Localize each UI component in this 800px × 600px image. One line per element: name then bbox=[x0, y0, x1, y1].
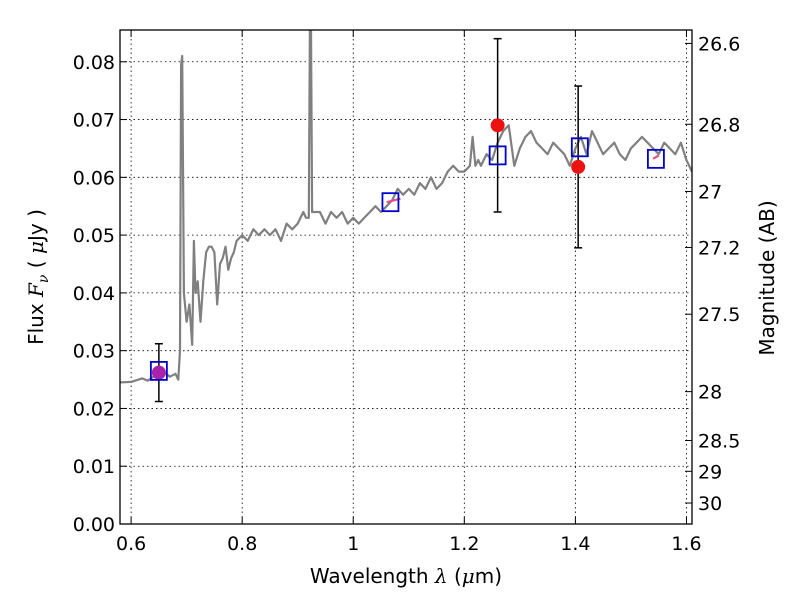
y2-tick-label: 28.5 bbox=[698, 430, 740, 452]
x-tick-label: 0.6 bbox=[116, 533, 146, 555]
axis-ticks: 0.6 0.8 1 1.2 1.4 1.6 0.00 0.01 0.02 0.03 0.04 0.05… bbox=[73, 30, 740, 555]
plot-area bbox=[120, 30, 692, 403]
y2-tick-label: 27 bbox=[698, 182, 722, 204]
y2-axis-label: Magnitude (AB) bbox=[755, 200, 779, 355]
y-tick-label: 0.04 bbox=[73, 283, 115, 305]
y-tick-label: 0.01 bbox=[73, 456, 115, 478]
observed-point bbox=[490, 118, 505, 133]
model-band-marker bbox=[488, 145, 507, 166]
y-tick-label: 0.03 bbox=[73, 341, 115, 363]
x-tick-label: 1.2 bbox=[449, 533, 479, 555]
y2-tick-label: 27.5 bbox=[698, 304, 740, 326]
y-tick-label: 0.06 bbox=[73, 167, 115, 189]
y2-tick-label: 27.2 bbox=[698, 237, 740, 259]
y-tick-label: 0.00 bbox=[73, 514, 115, 536]
model-band-marker bbox=[149, 360, 168, 381]
y-tick-label: 0.02 bbox=[73, 398, 115, 420]
y2-tick-label: 26.6 bbox=[698, 33, 740, 55]
y2-tick-label: 28 bbox=[698, 382, 722, 404]
x-axis-label: Wavelength λ (μm) bbox=[310, 564, 502, 588]
y2-tick-label: 30 bbox=[698, 493, 722, 515]
y-tick-label: 0.07 bbox=[73, 110, 115, 132]
y2-tick-label: 29 bbox=[698, 461, 722, 483]
model-spectrum-segment bbox=[652, 154, 660, 160]
y-tick-label: 0.05 bbox=[73, 225, 115, 247]
model-band-marker bbox=[647, 148, 665, 169]
y2-tick-label: 26.8 bbox=[698, 114, 740, 136]
y-tick-label: 0.08 bbox=[73, 52, 115, 74]
x-tick-label: 0.8 bbox=[227, 533, 257, 555]
model-band-marker bbox=[381, 192, 400, 213]
observed-point bbox=[151, 365, 166, 380]
x-tick-label: 1.4 bbox=[560, 533, 590, 555]
grid-lines bbox=[120, 30, 692, 525]
y-axis-label: Flux Fν ( μJy ) bbox=[24, 209, 52, 345]
plot-content bbox=[120, 30, 692, 403]
observed-point bbox=[571, 159, 586, 174]
x-tick-label: 1 bbox=[347, 533, 359, 555]
model-spectrum-line bbox=[120, 30, 692, 384]
model-band-marker bbox=[570, 137, 589, 158]
axes-frame bbox=[119, 29, 693, 525]
x-tick-label: 1.6 bbox=[671, 533, 701, 555]
